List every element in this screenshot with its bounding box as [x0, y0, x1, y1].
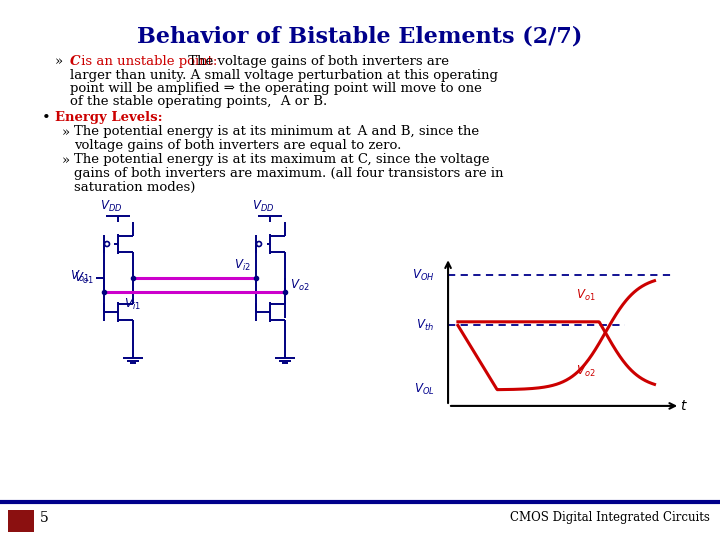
Text: Behavior of Bistable Elements (2/7): Behavior of Bistable Elements (2/7) — [138, 25, 582, 47]
Text: saturation modes): saturation modes) — [74, 180, 195, 193]
Text: $V_{DD}$: $V_{DD}$ — [100, 199, 122, 214]
Text: of the stable operating points,   A or B.: of the stable operating points, A or B. — [70, 96, 328, 109]
Text: C: C — [70, 55, 81, 68]
Text: Energy Levels:: Energy Levels: — [55, 111, 163, 124]
Text: •: • — [42, 111, 50, 125]
Text: $V_{o1}$: $V_{o1}$ — [576, 287, 595, 302]
Text: »: » — [62, 153, 70, 166]
Text: $V_{i2}$: $V_{i2}$ — [234, 258, 251, 273]
Text: The potential energy is at its maximum at C, since the voltage: The potential energy is at its maximum a… — [74, 153, 490, 166]
Text: $V_{o2}$: $V_{o2}$ — [576, 364, 595, 380]
Text: larger than unity. A small voltage perturbation at this operating: larger than unity. A small voltage pertu… — [70, 69, 498, 82]
Text: $V_{i1}$: $V_{i1}$ — [124, 297, 141, 312]
FancyBboxPatch shape — [8, 510, 34, 532]
Text: is an unstable point:: is an unstable point: — [77, 55, 217, 68]
Text: $V_{OH}$: $V_{OH}$ — [412, 268, 434, 283]
Text: $t$: $t$ — [680, 399, 688, 413]
Text: voltage gains of both inverters are equal to zero.: voltage gains of both inverters are equa… — [74, 139, 401, 152]
Text: gains of both inverters are maximum. (all four transistors are in: gains of both inverters are maximum. (al… — [74, 167, 503, 180]
Text: »: » — [62, 125, 70, 138]
Text: $V_{o2}$: $V_{o2}$ — [290, 278, 310, 293]
Text: $V_{OL}$: $V_{OL}$ — [414, 382, 434, 397]
Text: 5: 5 — [40, 511, 49, 525]
Text: point will be amplified ⇒ the operating point will move to one: point will be amplified ⇒ the operating … — [70, 82, 482, 95]
Text: $V_{o1}$: $V_{o1}$ — [74, 271, 94, 286]
Text: The voltage gains of both inverters are: The voltage gains of both inverters are — [184, 55, 449, 68]
Text: »: » — [55, 55, 63, 68]
Text: $V_{th}$: $V_{th}$ — [416, 318, 434, 333]
Text: $V_{DD}$: $V_{DD}$ — [252, 199, 274, 214]
Text: $V_{o1}$: $V_{o1}$ — [71, 268, 90, 284]
Text: The potential energy is at its minimum at  A and B, since the: The potential energy is at its minimum a… — [74, 125, 479, 138]
Text: CMOS Digital Integrated Circuits: CMOS Digital Integrated Circuits — [510, 511, 710, 524]
